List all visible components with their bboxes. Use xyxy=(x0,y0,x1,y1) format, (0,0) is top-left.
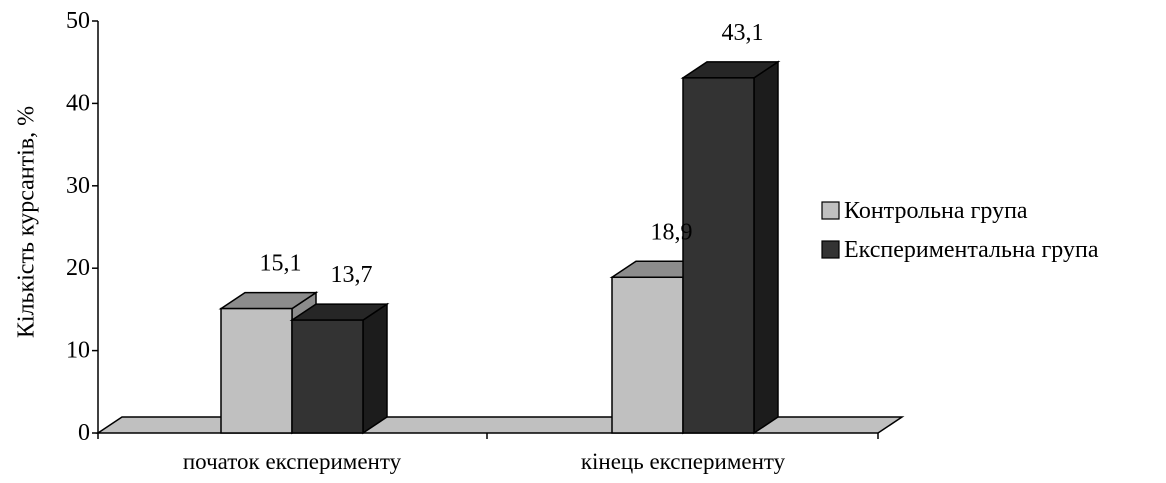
bar-front xyxy=(611,276,684,434)
data-label: 43,1 xyxy=(722,20,764,46)
y-tick-label: 0 xyxy=(78,420,90,446)
bar-front xyxy=(682,77,755,434)
bar xyxy=(680,60,781,435)
chart-bars xyxy=(218,60,781,435)
x-category-label: початок експерименту xyxy=(183,449,402,474)
y-tick-label: 40 xyxy=(66,90,90,116)
chart-labels: 15,1 13,7 18,9 43,1 xyxy=(260,20,764,288)
chart-floor xyxy=(95,416,905,434)
data-label: 18,9 xyxy=(651,219,693,245)
y-axis-label: Кількість курсантів, % xyxy=(14,106,40,338)
legend-label: Контрольна група xyxy=(844,198,1028,224)
y-tick-label: 50 xyxy=(66,8,90,34)
bar-front xyxy=(220,307,293,434)
legend-label: Експериментальна група xyxy=(844,237,1099,263)
bar-side xyxy=(362,302,388,435)
y-tick-label: 10 xyxy=(66,338,90,364)
y-tick-label: 20 xyxy=(66,255,90,281)
bar-side xyxy=(753,60,779,435)
bar-front xyxy=(291,319,364,434)
floor-plane xyxy=(95,416,905,434)
legend: Контрольна група Експериментальна група xyxy=(821,198,1099,263)
data-label: 15,1 xyxy=(260,251,302,277)
legend-swatch xyxy=(821,201,840,220)
bar xyxy=(289,302,390,435)
x-category-label: кінець експерименту xyxy=(581,449,786,474)
data-label: 13,7 xyxy=(331,262,373,288)
legend-swatch xyxy=(821,240,840,259)
chart-axes: 0 10 20 30 40 50 початок експерименту кінець ек… xyxy=(66,8,879,474)
y-tick-label: 30 xyxy=(66,173,90,199)
